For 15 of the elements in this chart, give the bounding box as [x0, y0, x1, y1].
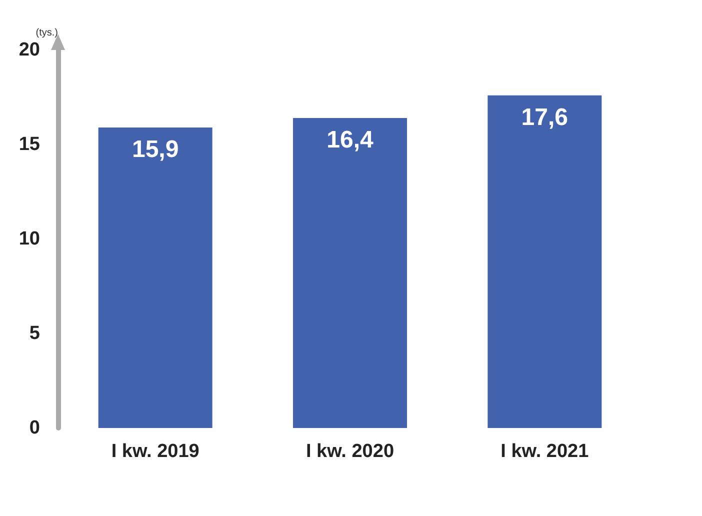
x-tick-label: I kw. 2021 — [500, 441, 590, 462]
y-tick-label: 0 — [29, 418, 40, 438]
bar — [98, 127, 212, 428]
data-label: 16,4 — [326, 126, 374, 154]
y-axis-title: (tys.) — [36, 28, 58, 38]
bar — [293, 118, 407, 428]
data-label: 17,6 — [521, 104, 568, 131]
bar — [488, 95, 602, 428]
y-tick-label: 10 — [18, 228, 40, 250]
y-tick-label: 20 — [18, 40, 40, 60]
x-tick-label: I kw. 2020 — [306, 441, 394, 462]
x-tick-label: I kw. 2019 — [111, 441, 200, 462]
data-label: 15,9 — [132, 136, 179, 163]
y-tick-label: 15 — [18, 134, 40, 155]
y-tick-label: 5 — [29, 323, 40, 344]
